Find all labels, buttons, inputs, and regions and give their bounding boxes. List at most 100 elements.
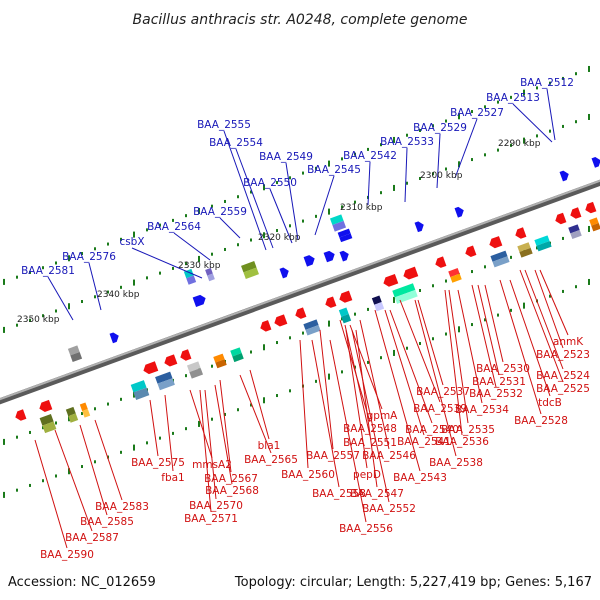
gene-feature-arrow[interactable] bbox=[14, 409, 27, 422]
gene-label-reverse[interactable]: BAA_2551 bbox=[343, 437, 397, 449]
gene-label-forward[interactable]: BAA_2559 bbox=[193, 206, 247, 218]
gene-label-reverse[interactable]: tdcB bbox=[538, 397, 562, 409]
gene-label-reverse[interactable]: BAA_2525 bbox=[536, 383, 590, 395]
gene-label-forward[interactable]: BAA_2512 bbox=[520, 77, 574, 89]
gene-feature-arrow[interactable] bbox=[179, 349, 192, 362]
gene-feature-box[interactable] bbox=[337, 228, 353, 243]
gene-feature-arrow[interactable] bbox=[142, 361, 159, 375]
gene-label-reverse[interactable]: BAA_2575 bbox=[131, 457, 185, 469]
gene-feature-box[interactable] bbox=[65, 406, 79, 423]
gene-label-forward[interactable]: BAA_2550 bbox=[243, 177, 297, 189]
gene-feature-arrow[interactable] bbox=[454, 205, 466, 218]
gene-label-reverse[interactable]: BAA_2587 bbox=[65, 532, 119, 544]
gene-label-reverse[interactable]: BAA_2568 bbox=[205, 485, 259, 497]
gene-label-reverse[interactable]: BAA_2523 bbox=[536, 349, 590, 361]
gene-feature-arrow[interactable] bbox=[464, 245, 477, 259]
gene-label-reverse[interactable]: BAA_2535 bbox=[441, 424, 495, 436]
gene-label-reverse[interactable]: BAA_2556 bbox=[339, 523, 393, 535]
gene-label-forward[interactable]: csbX bbox=[119, 236, 144, 248]
gene-label-forward[interactable]: BAA_2555 bbox=[197, 119, 251, 131]
gene-feature-arrow[interactable] bbox=[488, 236, 503, 250]
gene-feature-arrow[interactable] bbox=[324, 296, 337, 309]
gene-feature-box[interactable] bbox=[371, 295, 385, 312]
gene-feature-box[interactable] bbox=[205, 267, 215, 282]
gene-feature-arrow[interactable] bbox=[402, 266, 419, 281]
gene-label-reverse[interactable]: BAA_2590 bbox=[40, 549, 94, 561]
gene-label-forward[interactable]: BAA_2529 bbox=[413, 122, 467, 134]
gene-label-forward[interactable]: BAA_2527 bbox=[450, 107, 504, 119]
gene-feature-box[interactable] bbox=[155, 371, 175, 391]
gene-feature-arrow[interactable] bbox=[38, 399, 53, 414]
gene-feature-box[interactable] bbox=[230, 347, 244, 363]
gene-label-reverse[interactable]: gpmA bbox=[367, 410, 399, 422]
gene-feature-box[interactable] bbox=[490, 250, 510, 268]
gene-feature-box[interactable] bbox=[568, 224, 582, 240]
gene-label-reverse[interactable]: BAA_2538 bbox=[429, 457, 483, 469]
gene-feature-box[interactable] bbox=[39, 413, 57, 434]
gene-label-reverse[interactable]: BAA_2565 bbox=[244, 454, 298, 466]
gene-feature-arrow[interactable] bbox=[339, 249, 351, 262]
gene-feature-arrow[interactable] bbox=[554, 212, 567, 226]
gene-label-reverse[interactable]: BAA_2541 bbox=[397, 436, 451, 448]
gene-feature-arrow[interactable] bbox=[273, 314, 288, 328]
gene-feature-box[interactable] bbox=[338, 307, 352, 324]
gene-label-forward[interactable]: BAA_2549 bbox=[259, 151, 313, 163]
gene-label-reverse[interactable]: anmK bbox=[553, 336, 584, 348]
gene-feature-box[interactable] bbox=[589, 217, 600, 232]
gene-feature-arrow[interactable] bbox=[434, 256, 447, 269]
gene-label-reverse[interactable]: fba1 bbox=[161, 472, 184, 484]
gene-feature-arrow[interactable] bbox=[192, 293, 208, 307]
gene-label-reverse[interactable]: BAA_2540 bbox=[405, 424, 459, 436]
gene-label-reverse[interactable]: BAA_2552 bbox=[362, 503, 416, 515]
gene-feature-box[interactable] bbox=[303, 319, 321, 336]
gene-label-forward[interactable]: BAA_2542 bbox=[343, 150, 397, 162]
gene-feature-arrow[interactable] bbox=[338, 290, 353, 305]
gene-label-forward[interactable]: BAA_2564 bbox=[147, 221, 201, 233]
gene-feature-arrow[interactable] bbox=[414, 220, 426, 233]
gene-feature-box[interactable] bbox=[329, 214, 347, 232]
gene-label-reverse[interactable]: bla1 bbox=[258, 440, 281, 452]
gene-feature-box[interactable] bbox=[241, 261, 259, 279]
gene-feature-arrow[interactable] bbox=[323, 249, 337, 263]
gene-label-reverse[interactable]: BAA_2547 bbox=[350, 488, 404, 500]
gene-label-forward[interactable]: BAA_2545 bbox=[307, 164, 361, 176]
gene-feature-arrow[interactable] bbox=[294, 307, 307, 320]
gene-label-reverse[interactable]: BAA_2537 bbox=[416, 386, 470, 398]
gene-label-reverse[interactable]: BAA_2530 bbox=[476, 363, 530, 375]
gene-feature-box[interactable] bbox=[79, 402, 91, 418]
gene-label-forward[interactable]: BAA_2513 bbox=[486, 92, 540, 104]
gene-feature-box[interactable] bbox=[186, 361, 204, 379]
gene-feature-arrow[interactable] bbox=[163, 354, 178, 368]
gene-feature-box[interactable] bbox=[392, 283, 418, 304]
gene-feature-arrow[interactable] bbox=[259, 320, 272, 333]
gene-label-reverse[interactable]: BAA_2557 bbox=[306, 450, 360, 462]
gene-feature-arrow[interactable] bbox=[559, 169, 571, 182]
gene-label-forward[interactable]: BAA_2576 bbox=[62, 251, 116, 263]
gene-feature-arrow[interactable] bbox=[514, 227, 527, 240]
gene-label-reverse[interactable]: mmsA2 bbox=[192, 459, 232, 471]
gene-label-reverse[interactable]: BAA_2539 bbox=[413, 403, 467, 415]
gene-label-reverse[interactable]: BAA_2585 bbox=[80, 516, 134, 528]
gene-label-reverse[interactable]: BAA_2558 bbox=[312, 488, 366, 500]
gene-feature-box[interactable] bbox=[517, 242, 533, 258]
gene-feature-box[interactable] bbox=[130, 380, 150, 400]
gene-label-reverse[interactable]: BAA_2532 bbox=[469, 388, 523, 400]
gene-label-forward[interactable]: BAA_2581 bbox=[21, 265, 75, 277]
gene-feature-box[interactable] bbox=[213, 353, 227, 369]
gene-feature-arrow[interactable] bbox=[279, 266, 291, 279]
gene-label-reverse[interactable]: BAA_2570 bbox=[189, 500, 243, 512]
gene-label-reverse[interactable]: pepD bbox=[353, 469, 381, 481]
gene-label-reverse[interactable]: BAA_2548 bbox=[343, 423, 397, 435]
gene-feature-box[interactable] bbox=[448, 268, 462, 283]
gene-label-reverse[interactable]: BAA_2560 bbox=[281, 469, 335, 481]
gene-feature-arrow[interactable] bbox=[109, 331, 121, 344]
gene-label-reverse[interactable]: BAA_2536 bbox=[435, 436, 489, 448]
gene-label-reverse[interactable]: BAA_2567 bbox=[204, 473, 258, 485]
gene-label-reverse[interactable]: BAA_2583 bbox=[95, 501, 149, 513]
gene-label-reverse[interactable]: BAA_2546 bbox=[362, 450, 416, 462]
gene-feature-box[interactable] bbox=[67, 345, 83, 362]
gene-label-reverse[interactable]: BAA_2543 bbox=[393, 472, 447, 484]
gene-feature-arrow[interactable] bbox=[382, 273, 399, 288]
gene-label-reverse[interactable]: BAA_2534 bbox=[455, 404, 509, 416]
gene-label-reverse[interactable]: BAA_2531 bbox=[472, 376, 526, 388]
